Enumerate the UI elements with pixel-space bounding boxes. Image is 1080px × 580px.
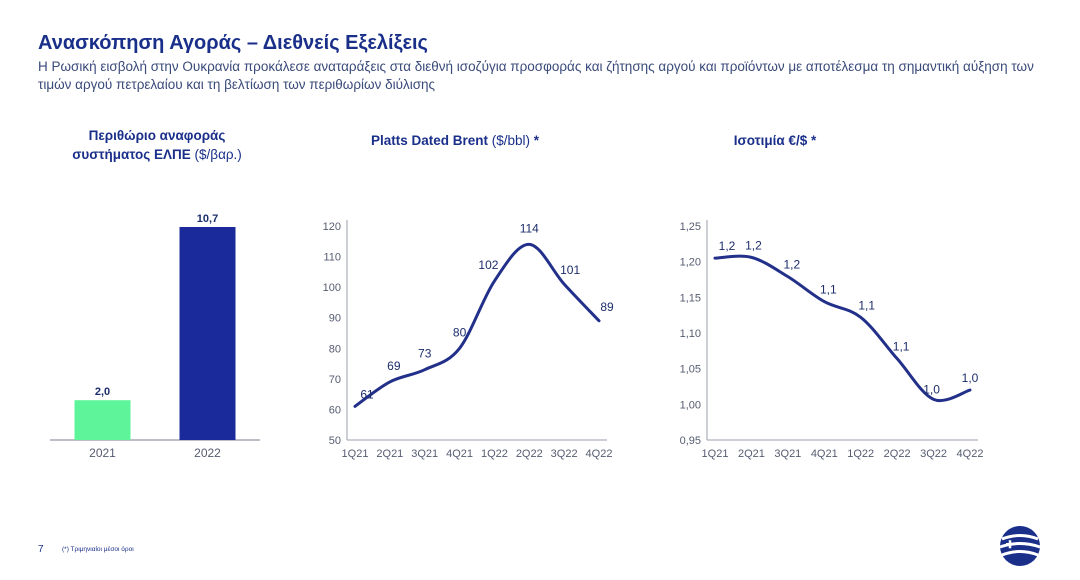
y-tick-label: 1,25 bbox=[680, 221, 701, 233]
point-data-label: 1,2 bbox=[784, 258, 801, 272]
point-data-label: 80 bbox=[453, 325, 467, 339]
bar-data-label: 10,7 bbox=[197, 213, 218, 225]
x-tick-label: 3Q21 bbox=[774, 448, 801, 460]
point-data-label: 101 bbox=[560, 263, 580, 277]
margin-bar-chart: 2,0 2021 10,7 2022 bbox=[50, 213, 260, 460]
x-tick-label: 2022 bbox=[194, 446, 221, 460]
brent-title-text: Platts Dated Brent bbox=[370, 133, 488, 148]
brent-line-chart: 50 60 70 80 90 100 110 120 1Q21 2Q21 3Q21 4Q21 1Q22 2… bbox=[323, 220, 614, 460]
point-data-label: 1,0 bbox=[923, 382, 940, 396]
x-tick-label: 1Q22 bbox=[481, 448, 508, 460]
fx-title-suffix: * bbox=[807, 133, 817, 148]
x-tick-label: 3Q22 bbox=[551, 448, 578, 460]
x-tick-label: 2Q21 bbox=[376, 448, 403, 460]
fx-title-text: Ισοτιμία €/$ bbox=[733, 133, 808, 148]
brent-chart-title: Platts Dated Brent ($/bbl) * bbox=[330, 131, 580, 150]
series-line bbox=[353, 242, 601, 408]
margin-chart-title: Περιθώριο αναφοράς συστήματος ΕΛΠΕ ($/βα… bbox=[62, 126, 252, 164]
point-data-label: 114 bbox=[520, 221, 539, 235]
x-tick-label: 3Q22 bbox=[920, 448, 947, 460]
bar bbox=[74, 400, 131, 440]
margin-title-line1: Περιθώριο αναφοράς bbox=[88, 128, 226, 143]
x-tick-label: 4Q22 bbox=[586, 448, 613, 460]
bar bbox=[179, 227, 236, 440]
point-data-label: 1,2 bbox=[719, 239, 736, 253]
x-tick-label: 3Q21 bbox=[411, 448, 438, 460]
y-tick-label: 110 bbox=[323, 252, 341, 264]
y-tick-label: 120 bbox=[323, 221, 341, 233]
y-tick-label: 70 bbox=[329, 374, 341, 386]
margin-title-line2: συστήματος ΕΛΠΕ bbox=[72, 147, 191, 162]
page-subtitle: Η Ρωσική εισβολή στην Ουκρανία προκάλεσε… bbox=[38, 59, 1034, 92]
point-data-label: 1,1 bbox=[858, 298, 875, 312]
y-tick-label: 1,00 bbox=[680, 399, 701, 411]
x-tick-label: 2021 bbox=[89, 446, 116, 460]
point-data-label: 1,1 bbox=[820, 283, 837, 297]
point-data-label: 102 bbox=[478, 258, 498, 272]
y-tick-label: 1,10 bbox=[680, 328, 701, 340]
x-tick-label: 1Q22 bbox=[847, 448, 874, 460]
y-tick-label: 90 bbox=[329, 313, 341, 325]
y-tick-label: 60 bbox=[329, 404, 341, 416]
x-tick-label: 4Q21 bbox=[811, 448, 838, 460]
x-tick-label: 4Q22 bbox=[957, 448, 984, 460]
y-tick-label: 1,20 bbox=[680, 257, 701, 269]
point-data-label: 1,2 bbox=[745, 238, 762, 252]
page-title: Ανασκόπηση Αγοράς – Διεθνείς Εξελίξεις bbox=[38, 32, 428, 54]
series-line bbox=[713, 254, 972, 403]
page-number: 7 bbox=[38, 544, 44, 555]
brent-title-suffix: * bbox=[530, 133, 540, 148]
x-tick-label: 4Q21 bbox=[446, 448, 473, 460]
y-tick-label: 1,15 bbox=[680, 292, 701, 304]
footnote: (*) Τριμηνιαίοι μέσοι όροι bbox=[62, 546, 134, 553]
point-data-label: 61 bbox=[360, 387, 374, 401]
margin-title-unit: ($/βαρ.) bbox=[194, 147, 242, 162]
company-logo-icon bbox=[999, 526, 1041, 566]
y-tick-label: 80 bbox=[329, 343, 341, 355]
point-data-label: 69 bbox=[387, 359, 401, 373]
x-tick-label: 1Q21 bbox=[702, 448, 729, 460]
y-tick-label: 50 bbox=[329, 435, 341, 447]
fx-chart-title: Ισοτιμία €/$ * bbox=[690, 131, 860, 150]
bar-data-label: 2,0 bbox=[95, 386, 110, 398]
point-data-label: 1,0 bbox=[962, 371, 979, 385]
x-tick-label: 2Q22 bbox=[884, 448, 911, 460]
brent-title-unit: ($/bbl) bbox=[491, 133, 531, 148]
point-data-label: 89 bbox=[600, 300, 614, 314]
point-data-label: 1,1 bbox=[893, 340, 910, 354]
y-tick-label: 100 bbox=[323, 282, 341, 294]
y-tick-label: 0,95 bbox=[680, 435, 701, 447]
fx-line-chart: 0,95 1,00 1,05 1,10 1,15 1,20 1,25 1Q21 2Q21 3Q21… bbox=[680, 220, 984, 460]
point-data-label: 73 bbox=[418, 347, 432, 361]
y-tick-label: 1,05 bbox=[680, 364, 701, 376]
x-tick-label: 1Q21 bbox=[342, 448, 369, 460]
x-tick-label: 2Q21 bbox=[738, 448, 765, 460]
x-tick-label: 2Q22 bbox=[516, 448, 543, 460]
